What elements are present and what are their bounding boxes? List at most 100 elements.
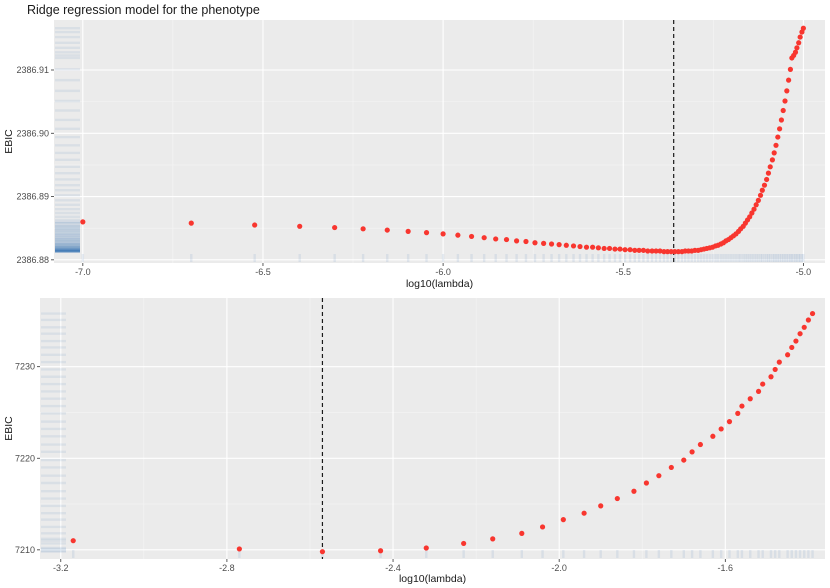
data-point [70,538,76,544]
data-point [773,142,779,148]
data-point [590,244,596,250]
data-point [455,232,461,238]
data-point [503,236,510,243]
data-point [595,245,601,251]
data-point [461,540,467,547]
data-point [760,381,766,387]
data-point [581,510,587,516]
x-tick-label: -7.0 [75,267,91,277]
data-point [664,249,671,255]
data-point [656,473,662,479]
data-point [800,25,806,31]
data-point [759,187,765,193]
data-point [319,549,326,555]
data-point [640,247,647,253]
data-point [765,170,772,176]
data-point [782,98,788,104]
top-panel: -7.0 -6.5 -6.0 -5.5 -5.0 2386.88 2386.89 2386.9… [3,20,825,290]
data-point [776,359,782,365]
data-point [778,117,785,123]
data-point [668,464,674,471]
data-point [405,228,411,234]
data-point [718,426,724,432]
data-point [423,545,429,551]
data-point [632,247,638,253]
y-tick-label: 7220 [15,453,35,463]
data-point [532,240,538,246]
x-tick-label: -5.0 [796,267,812,277]
data-point [697,441,703,448]
x-tick-label: -6.5 [255,267,271,277]
data-point [735,410,741,416]
x-rug [72,550,814,558]
data-point [653,248,659,254]
y-tick-label: 2386.91 [16,65,49,75]
data-point [796,40,802,46]
points [70,310,816,555]
x-tick-label: -1.6 [718,563,734,573]
data-point [627,247,633,253]
data-point [794,45,800,51]
data-point [80,219,86,225]
y-tick-label: 2386.89 [16,192,49,202]
data-point [661,249,667,255]
data-point [764,176,770,183]
data-point [668,249,674,255]
data-point [710,433,716,439]
data-point [772,366,778,373]
data-point [614,495,620,502]
data-point [784,88,790,94]
data-point [789,344,795,351]
data-point [332,224,338,231]
data-point [749,210,755,216]
data-point [739,403,745,409]
data-point [601,245,607,252]
bottom-panel: -3.2 -2.8 -2.4 -2.0 -1.6 7210 7220 7230 log10(la… [3,298,825,585]
data-point [757,192,764,198]
data-point [297,223,303,229]
data-point [252,222,258,228]
data-point [606,245,613,252]
data-point [570,243,577,249]
x-axis-label: log10(lambda) [399,573,466,585]
data-point [440,231,446,237]
y-axis-label: EBIC [3,129,15,154]
data-point [548,241,555,247]
data-point [519,530,525,536]
y-rug [41,312,66,553]
y-tick-label: 2386.88 [16,255,49,265]
data-point [645,248,651,254]
x-tick-label: -3.2 [53,563,69,573]
points [80,25,806,255]
x-tick-label: -2.8 [219,563,235,573]
y-axis-label: EBIC [3,416,15,441]
data-point [236,546,242,552]
data-point [753,202,759,208]
data-point [657,248,663,254]
data-point [771,150,777,156]
data-point [360,226,366,232]
x-tick-label: -6.0 [435,267,451,277]
data-point [777,126,783,132]
x-tick-label: -2.0 [551,563,567,573]
data-point [481,235,487,241]
data-point [726,419,733,425]
x-tick-label: -2.4 [385,563,401,573]
data-point [775,134,781,140]
data-point [539,524,546,530]
panel-background [54,20,825,263]
data-point [767,164,773,170]
data-point [761,182,768,188]
data-point [747,396,753,402]
y-tick-label: 2386.90 [16,128,49,138]
data-point [514,238,520,244]
data-point [793,338,799,344]
data-point [598,503,604,509]
data-point [755,197,761,203]
y-tick-label: 7230 [15,362,35,372]
x-tick-label: -5.5 [615,267,631,277]
data-point [649,248,655,254]
data-point [423,230,430,236]
data-point [797,34,803,40]
